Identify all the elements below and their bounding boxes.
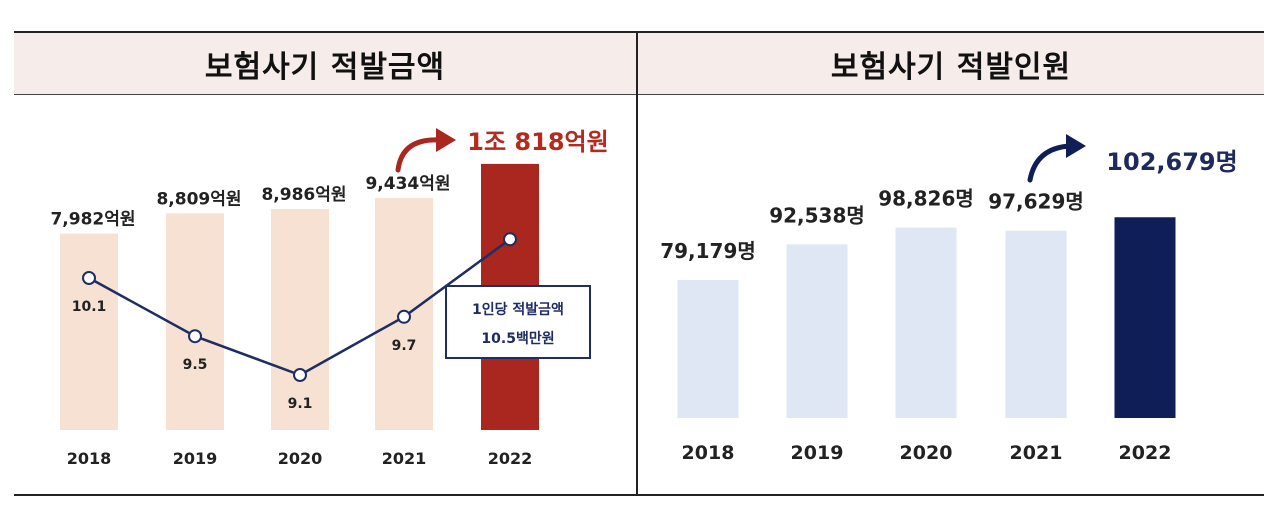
amount-bar [271,208,329,430]
per-person-point [188,329,202,344]
highlight-value-label: 102,679명 [1106,148,1237,176]
persons-bar [1005,230,1067,418]
amount-bar-label: 8,986억원 [261,185,346,205]
amount-bar-label: 9,434억원 [365,174,450,194]
amount-bar [60,233,118,430]
per-person-callout-title: 1인당 적발금액 [472,301,564,318]
x-tick-label: 2021 [1010,442,1063,464]
x-tick-label: 2018 [682,442,735,464]
x-tick-label: 2018 [67,449,112,468]
per-person-point [82,271,96,285]
growth-arrow-head [1066,134,1086,158]
growth-arrow [1027,143,1073,183]
persons-bar-label: 79,179명 [660,239,756,263]
x-tick-label: 2019 [173,449,218,468]
per-person-callout-box [445,285,591,359]
persons-bar-label: 98,826명 [878,187,974,211]
persons-bar [677,280,739,418]
per-person-label: 9.5 [183,357,208,373]
amount-bar-label: 8,809억원 [156,189,241,209]
left-panel-title: 보험사기 적발금액 [14,33,636,94]
persons-bar-label: 97,629명 [988,190,1084,214]
right-panel-title: 보험사기 적발인원 [638,33,1264,94]
per-person-label: 9.1 [288,396,313,412]
x-tick-label: 2021 [382,449,427,468]
growth-arrow-head [436,128,456,152]
per-person-point [397,309,411,324]
x-tick-label: 2019 [791,442,844,464]
per-person-point [503,232,517,247]
persons-bar [1114,217,1176,418]
amount-bar [166,213,224,430]
highlight-value-label: 1조 818억원 [467,128,608,156]
header-rule [14,94,1264,95]
per-person-callout-value: 10.5백만원 [481,331,554,347]
persons-bar [786,244,848,418]
per-person-label: 10.1 [72,299,107,315]
growth-arrow [395,137,443,173]
per-person-label: 9.7 [392,338,417,354]
bottom-rule [14,494,1264,496]
persons-bar-label: 92,538명 [769,203,865,227]
x-tick-label: 2022 [488,449,533,468]
x-tick-label: 2022 [1119,442,1172,464]
x-tick-label: 2020 [278,449,323,468]
x-tick-label: 2020 [900,442,953,464]
top-rule [14,31,1264,33]
amount-bar-label: 7,982억원 [50,210,135,230]
per-person-point [293,368,307,382]
persons-bar [895,227,957,418]
panel-divider [636,31,638,496]
